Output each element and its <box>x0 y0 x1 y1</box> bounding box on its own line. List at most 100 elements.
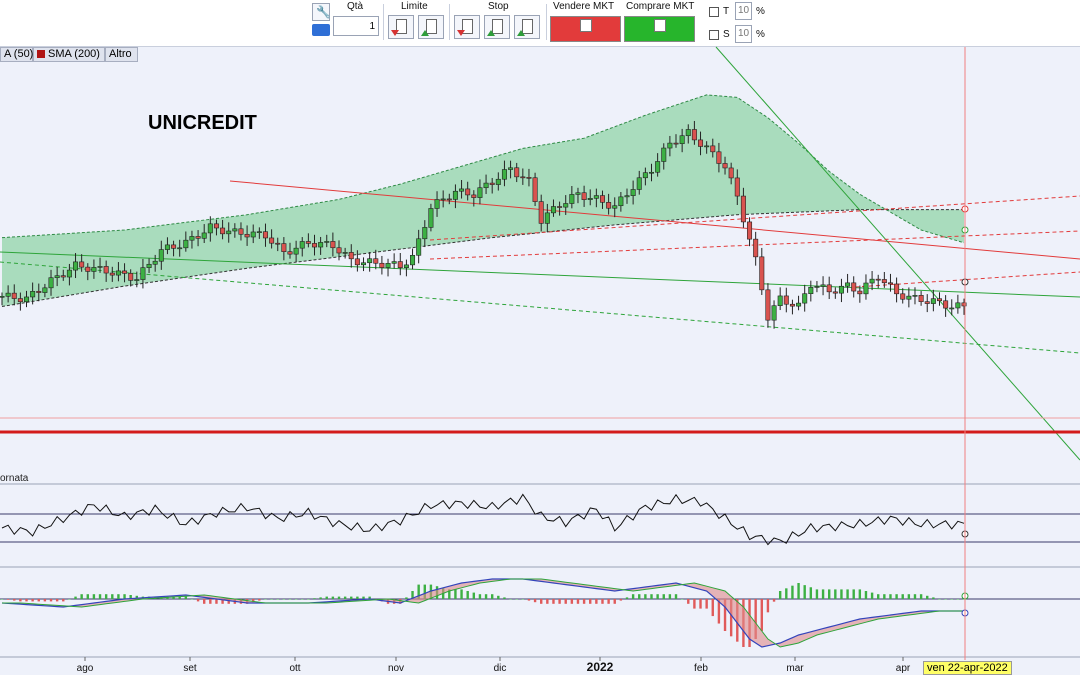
candle <box>24 296 30 303</box>
macd-histogram-bar <box>827 589 831 599</box>
candle <box>238 228 244 235</box>
macd-histogram-bar <box>680 599 684 600</box>
x-tick-label: ago <box>77 663 94 674</box>
macd-histogram-bar <box>589 599 592 604</box>
stop-sell-button[interactable] <box>484 15 510 39</box>
macd-histogram-bar <box>490 594 494 599</box>
candle <box>373 258 379 264</box>
macd-histogram-bar <box>527 599 531 601</box>
candle <box>361 262 367 266</box>
stop-buy-button[interactable] <box>454 15 480 39</box>
limit-buy-button[interactable] <box>388 15 414 39</box>
macd-histogram-bar <box>92 594 96 599</box>
macd-histogram-bar <box>723 599 727 631</box>
x-tick-label: 2022 <box>587 660 614 674</box>
macd-histogram-bar <box>809 587 813 599</box>
candle <box>514 167 520 178</box>
legend-sma50[interactable]: A (50) <box>0 47 33 62</box>
x-axis: ago set ott nov dic 2022 feb mar apr <box>77 657 911 674</box>
candle <box>642 172 648 179</box>
candle <box>857 290 863 295</box>
macd-histogram-bar <box>944 599 947 600</box>
arrow-up-icon <box>421 30 429 36</box>
t-value-input[interactable]: 10 <box>735 2 752 20</box>
macd-histogram-bar <box>674 594 678 599</box>
t-checkbox[interactable] <box>709 7 719 17</box>
macd-histogram-bar <box>956 599 960 600</box>
macd-histogram-bar <box>362 596 365 599</box>
macd-histogram-bar <box>913 594 917 599</box>
candle <box>0 295 5 298</box>
candle <box>955 302 961 309</box>
candle <box>440 198 446 201</box>
limit-sell-button[interactable] <box>418 15 444 39</box>
macd-histogram-bar <box>343 596 347 599</box>
x-tick-label: feb <box>694 663 708 674</box>
candle <box>385 263 391 268</box>
macd-histogram-bar <box>533 599 537 603</box>
macd-histogram-bar <box>307 599 310 600</box>
macd-histogram-bar <box>497 595 500 599</box>
trendlines <box>0 46 1080 461</box>
candle <box>759 256 765 291</box>
macd-histogram-bar <box>368 596 371 599</box>
macd-histogram-bar <box>264 599 267 600</box>
candle <box>851 282 857 292</box>
qty-input[interactable] <box>333 16 379 36</box>
macd-histogram-bar <box>503 597 506 599</box>
stop-trailing-button[interactable] <box>514 15 540 39</box>
candle <box>550 206 556 214</box>
macd-histogram-bar <box>117 594 120 599</box>
candle <box>826 284 832 293</box>
candle <box>54 275 60 279</box>
s-label: S <box>723 29 730 40</box>
sell-mkt-label: Vendere MKT <box>553 1 615 12</box>
candle <box>936 298 942 302</box>
support-trendline-dashed <box>0 261 1080 354</box>
legend-sma200[interactable]: SMA (200) <box>33 47 105 62</box>
macd-panel <box>0 578 969 648</box>
legend-other[interactable]: Altro <box>105 47 138 62</box>
macd-histogram-bar <box>221 599 224 604</box>
candle <box>410 254 416 266</box>
candle <box>593 195 599 199</box>
candle <box>685 129 691 137</box>
candle <box>532 177 538 202</box>
wrench-button[interactable]: 🔧 <box>312 3 331 21</box>
separator <box>449 4 450 40</box>
t-percent: % <box>756 6 765 17</box>
candle <box>624 195 630 198</box>
macd-histogram-bar <box>546 599 549 604</box>
macd-histogram-bar <box>558 599 561 604</box>
macd-histogram-bar <box>760 599 763 631</box>
macd-histogram-bar <box>570 599 574 604</box>
s-checkbox[interactable] <box>709 30 719 40</box>
candle <box>869 278 875 284</box>
buy-mkt-button[interactable] <box>624 16 695 42</box>
macd-histogram-bar <box>172 596 175 599</box>
macd-histogram-bar <box>889 594 892 599</box>
sma-fill <box>2 94 964 307</box>
candle <box>599 195 605 203</box>
candle <box>256 231 262 233</box>
candle <box>557 206 563 208</box>
s-value-input[interactable]: 10 <box>735 25 752 43</box>
candle <box>115 270 121 276</box>
keypad-icon[interactable] <box>312 24 330 36</box>
s-percent: % <box>756 29 765 40</box>
candle <box>36 291 42 293</box>
candle <box>618 196 624 207</box>
resistance-trendline <box>229 180 1080 260</box>
macd-histogram-bar <box>448 589 451 599</box>
macd-histogram-bar <box>31 599 34 602</box>
candle <box>465 188 471 196</box>
candle <box>691 129 697 141</box>
candle <box>354 258 360 266</box>
candle <box>875 278 881 281</box>
macd-histogram-bar <box>196 599 200 602</box>
sell-mkt-button[interactable] <box>550 16 621 42</box>
candle <box>783 295 789 305</box>
candle <box>164 244 170 250</box>
separator <box>383 4 384 40</box>
